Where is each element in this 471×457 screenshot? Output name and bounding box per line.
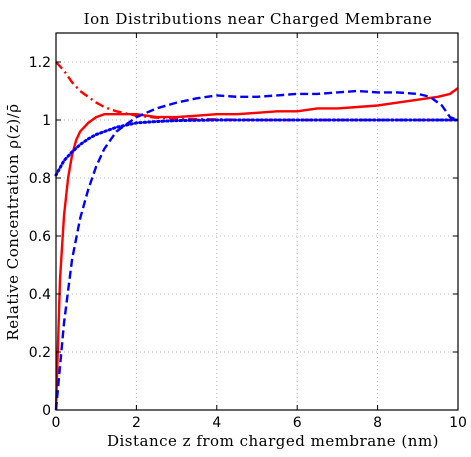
x-tick-labels: 0 2 4 6 8 10	[52, 415, 467, 431]
series-line-1	[54, 87, 459, 411]
y-tick-label: 0.2	[29, 345, 51, 361]
series-line-3	[54, 89, 459, 411]
y-tick-label: 0.6	[29, 229, 51, 245]
x-tick-label: 0	[52, 415, 61, 431]
tick-layer	[55, 33, 459, 411]
y-tick-label: 0.4	[29, 287, 51, 303]
x-tick-label: 8	[373, 415, 382, 431]
y-tick-label: 0.8	[29, 171, 51, 187]
series-layer	[54, 61, 460, 411]
y-tick-label: 0	[42, 403, 51, 419]
grid-layer	[56, 33, 458, 410]
chart-title: Ion Distributions near Charged Membrane	[84, 10, 433, 28]
x-tick-label: 2	[132, 415, 141, 431]
x-tick-label: 10	[449, 415, 467, 431]
series-line-2	[55, 61, 458, 122]
x-tick-label: 4	[212, 415, 221, 431]
y-tick-label: 1.2	[29, 55, 51, 71]
y-tick-label: 1	[42, 113, 51, 129]
x-axis-label: Distance z from charged membrane (nm)	[107, 432, 439, 450]
x-tick-label: 6	[293, 415, 302, 431]
plot-frame	[55, 32, 459, 411]
y-axis-label: Relative Concentration ρ(z)/ρ̄	[4, 103, 22, 340]
series-line-4	[54, 118, 460, 177]
y-tick-labels: 0 0.2 0.4 0.6 0.8 1 1.2	[29, 55, 51, 419]
